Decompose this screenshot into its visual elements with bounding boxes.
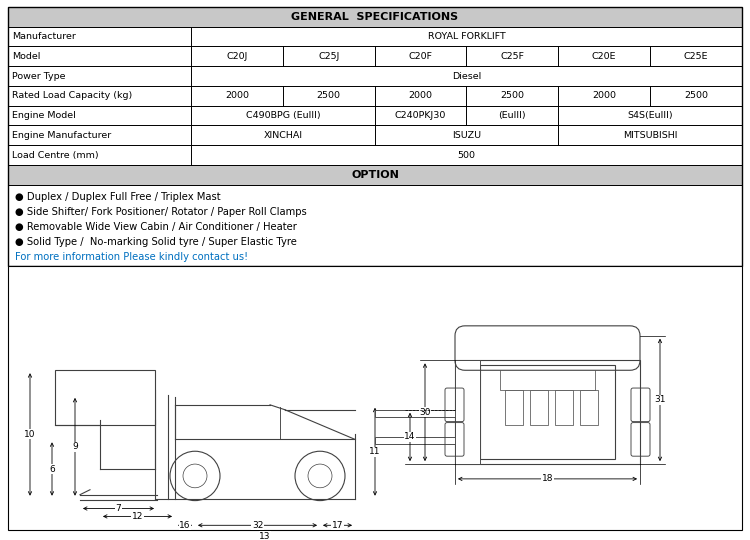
Bar [8,66,742,86]
Text: Model: Model [12,52,40,61]
Bar [455,360,640,464]
Text: 18: 18 [542,474,554,483]
Text: 17: 17 [332,521,344,530]
Text: 2500: 2500 [684,91,708,100]
Text: 31: 31 [654,395,666,404]
Text: Engine Manufacturer: Engine Manufacturer [12,131,111,140]
Text: Engine Model: Engine Model [12,111,76,120]
Text: 2000: 2000 [225,91,249,100]
Text: C25J: C25J [318,52,340,61]
Text: 2500: 2500 [316,91,340,100]
Text: For more information Please kindly contact us!: For more information Please kindly conta… [15,252,248,262]
Text: XINCHAI: XINCHAI [263,131,302,140]
Bar [375,410,465,417]
Text: ● Solid Type /  No-marking Solid tyre / Super Elastic Tyre: ● Solid Type / No-marking Solid tyre / S… [15,237,297,247]
Bar [8,165,742,185]
Text: 32: 32 [252,521,263,530]
Text: C25F: C25F [500,52,524,61]
Text: ● Removable Wide View Cabin / Air Conditioner / Heater: ● Removable Wide View Cabin / Air Condit… [15,222,297,232]
Bar [8,46,742,66]
Bar [530,390,548,424]
Bar [505,390,523,424]
Bar [8,185,742,266]
Bar [8,145,742,165]
Bar [8,7,742,266]
Text: ● Side Shifter/ Fork Positioner/ Rotator / Paper Roll Clamps: ● Side Shifter/ Fork Positioner/ Rotator… [15,207,307,217]
Text: GENERAL  SPECIFICATIONS: GENERAL SPECIFICATIONS [292,12,458,22]
Bar [555,390,573,424]
Text: 11: 11 [369,447,381,456]
Text: 2000: 2000 [409,91,433,100]
Text: 2500: 2500 [500,91,524,100]
Text: C25E: C25E [684,52,708,61]
Text: S4S(EuIII): S4S(EuIII) [627,111,673,120]
Text: Power Type: Power Type [12,71,65,80]
Text: ROYAL FORKLIFT: ROYAL FORKLIFT [427,32,506,41]
Text: 12: 12 [132,512,143,521]
Text: 2000: 2000 [592,91,616,100]
Text: (EuIII): (EuIII) [499,111,526,120]
Bar [8,266,742,530]
Text: C20E: C20E [592,52,616,61]
Text: C490BPG (EuIII): C490BPG (EuIII) [245,111,320,120]
Text: Manufacturer: Manufacturer [12,32,76,41]
Text: 9: 9 [72,442,78,451]
Bar [375,437,465,444]
Bar [455,360,480,464]
Bar [8,26,742,46]
Text: Diesel: Diesel [452,71,482,80]
Text: C20J: C20J [226,52,248,61]
Bar [55,370,155,424]
Text: ● Duplex / Duplex Full Free / Triplex Mast: ● Duplex / Duplex Full Free / Triplex Ma… [15,192,220,202]
Text: OPTION: OPTION [351,170,399,180]
Bar [480,366,615,459]
Text: ISUZU: ISUZU [452,131,481,140]
Text: C20F: C20F [409,52,433,61]
Bar [8,86,742,106]
Text: 13: 13 [260,532,271,540]
Bar [8,125,742,145]
Text: Rated Load Capacity (kg): Rated Load Capacity (kg) [12,91,132,100]
Text: 10: 10 [24,430,36,439]
Bar [580,390,598,424]
Text: 7: 7 [116,504,122,513]
Text: 500: 500 [458,151,476,159]
Text: 30: 30 [419,408,430,417]
Text: 14: 14 [404,433,416,441]
Bar [500,370,595,390]
Text: C240PKJ30: C240PKJ30 [395,111,446,120]
Bar [8,106,742,125]
Bar [8,7,742,26]
Text: MITSUBISHI: MITSUBISHI [623,131,677,140]
Text: 6: 6 [50,464,55,474]
Text: Load Centre (mm): Load Centre (mm) [12,151,99,159]
Text: 16: 16 [179,521,190,530]
